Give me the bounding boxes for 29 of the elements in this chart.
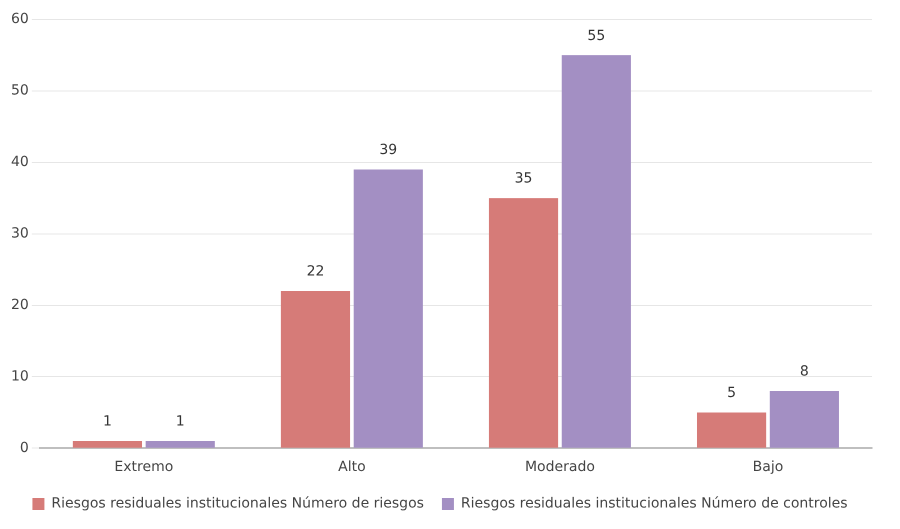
y-tick-label: 60 [10, 11, 29, 28]
bar [488, 198, 558, 448]
y-tick-label: 40 [10, 154, 29, 170]
bar [72, 441, 142, 448]
y-tick-label: 0 [20, 440, 29, 456]
legend-label: Riesgos residuales institucionales Número de riesgos [51, 496, 424, 512]
bar [696, 412, 766, 448]
x-tick-label: Extremo [114, 459, 174, 476]
data-label: 1 [102, 414, 112, 430]
bar [354, 169, 423, 448]
x-tick-label: Moderado [524, 459, 595, 476]
data-label: 5 [727, 385, 736, 402]
data-label: 22 [306, 264, 324, 280]
x-tick-label: Bajo [752, 459, 784, 476]
y-tick-label: 30 [10, 225, 29, 242]
bar [280, 290, 350, 448]
bar [770, 391, 839, 448]
y-tick-label: 10 [10, 368, 29, 384]
bar [562, 55, 631, 448]
data-label: 39 [379, 142, 398, 158]
y-tick-label: 20 [10, 296, 29, 313]
data-label: 55 [587, 28, 606, 44]
legend-label: Riesgos residuales institucionales Número de controles [460, 496, 848, 512]
y-tick-label: 50 [10, 82, 29, 99]
data-label: 1 [176, 414, 185, 430]
x-tick-label: Alto [338, 459, 366, 476]
data-label: 35 [514, 170, 532, 187]
data-label: 8 [800, 364, 809, 380]
bar [146, 441, 215, 448]
